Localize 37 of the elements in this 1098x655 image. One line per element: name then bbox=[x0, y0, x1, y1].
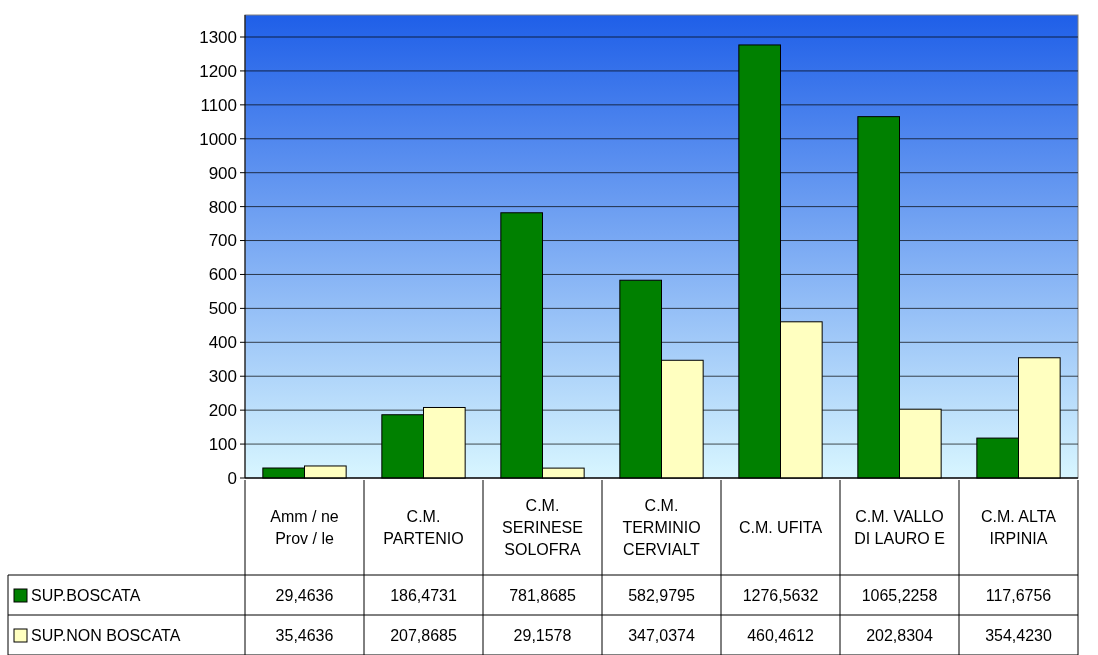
data-label: 1276,5632 bbox=[742, 586, 819, 604]
data-label: 186,4731 bbox=[390, 586, 457, 604]
legend-label: SUP.BOSCATA bbox=[31, 586, 141, 604]
x-tick-label: C.M. SERINESE SOLOFRA bbox=[502, 497, 583, 559]
y-tick-label: 1000 bbox=[199, 129, 237, 149]
y-tick-label: 1100 bbox=[200, 95, 237, 115]
x-tick-label: C.M. PARTENIO bbox=[383, 508, 464, 548]
data-label: 1065,2258 bbox=[861, 586, 938, 604]
y-tick-label: 1300 bbox=[199, 27, 237, 47]
legend-label: SUP.NON BOSCATA bbox=[31, 626, 181, 644]
data-label: 460,4612 bbox=[747, 626, 814, 644]
data-label: 347,0374 bbox=[628, 626, 695, 644]
data-label: 781,8685 bbox=[509, 586, 576, 604]
data-label: 202,8304 bbox=[866, 626, 933, 644]
data-label: 29,4636 bbox=[275, 586, 334, 604]
x-tick-label: Amm / ne Prov / le bbox=[270, 508, 339, 548]
x-tick-label: C.M. VALLO DI LAURO E bbox=[854, 508, 945, 548]
data-label: 29,1578 bbox=[513, 626, 572, 644]
data-label: 582,9795 bbox=[628, 586, 695, 604]
y-tick-label: 900 bbox=[208, 163, 237, 183]
x-tick-label: C.M. UFITA bbox=[738, 519, 823, 537]
y-tick-label: 300 bbox=[208, 367, 237, 387]
y-tick-label: 0 bbox=[227, 468, 237, 488]
y-tick-label: 100 bbox=[208, 435, 237, 455]
data-label: 117,6756 bbox=[985, 586, 1052, 604]
y-tick-label: 200 bbox=[208, 401, 237, 421]
y-tick-label: 800 bbox=[208, 197, 237, 217]
data-label: 207,8685 bbox=[390, 626, 457, 644]
data-label: 354,4230 bbox=[985, 626, 1052, 644]
data-label: 35,4636 bbox=[275, 626, 334, 644]
y-tick-label: 1200 bbox=[199, 61, 237, 81]
y-tick-label: 600 bbox=[208, 265, 237, 285]
x-tick-label: C.M. TERMINIO CERVIALT bbox=[622, 497, 701, 559]
x-tick-label: C.M. ALTA IRPINIA bbox=[981, 508, 1057, 548]
y-tick-label: 400 bbox=[208, 333, 237, 353]
y-tick-label: 700 bbox=[208, 231, 237, 251]
y-tick-label: 500 bbox=[208, 299, 237, 319]
